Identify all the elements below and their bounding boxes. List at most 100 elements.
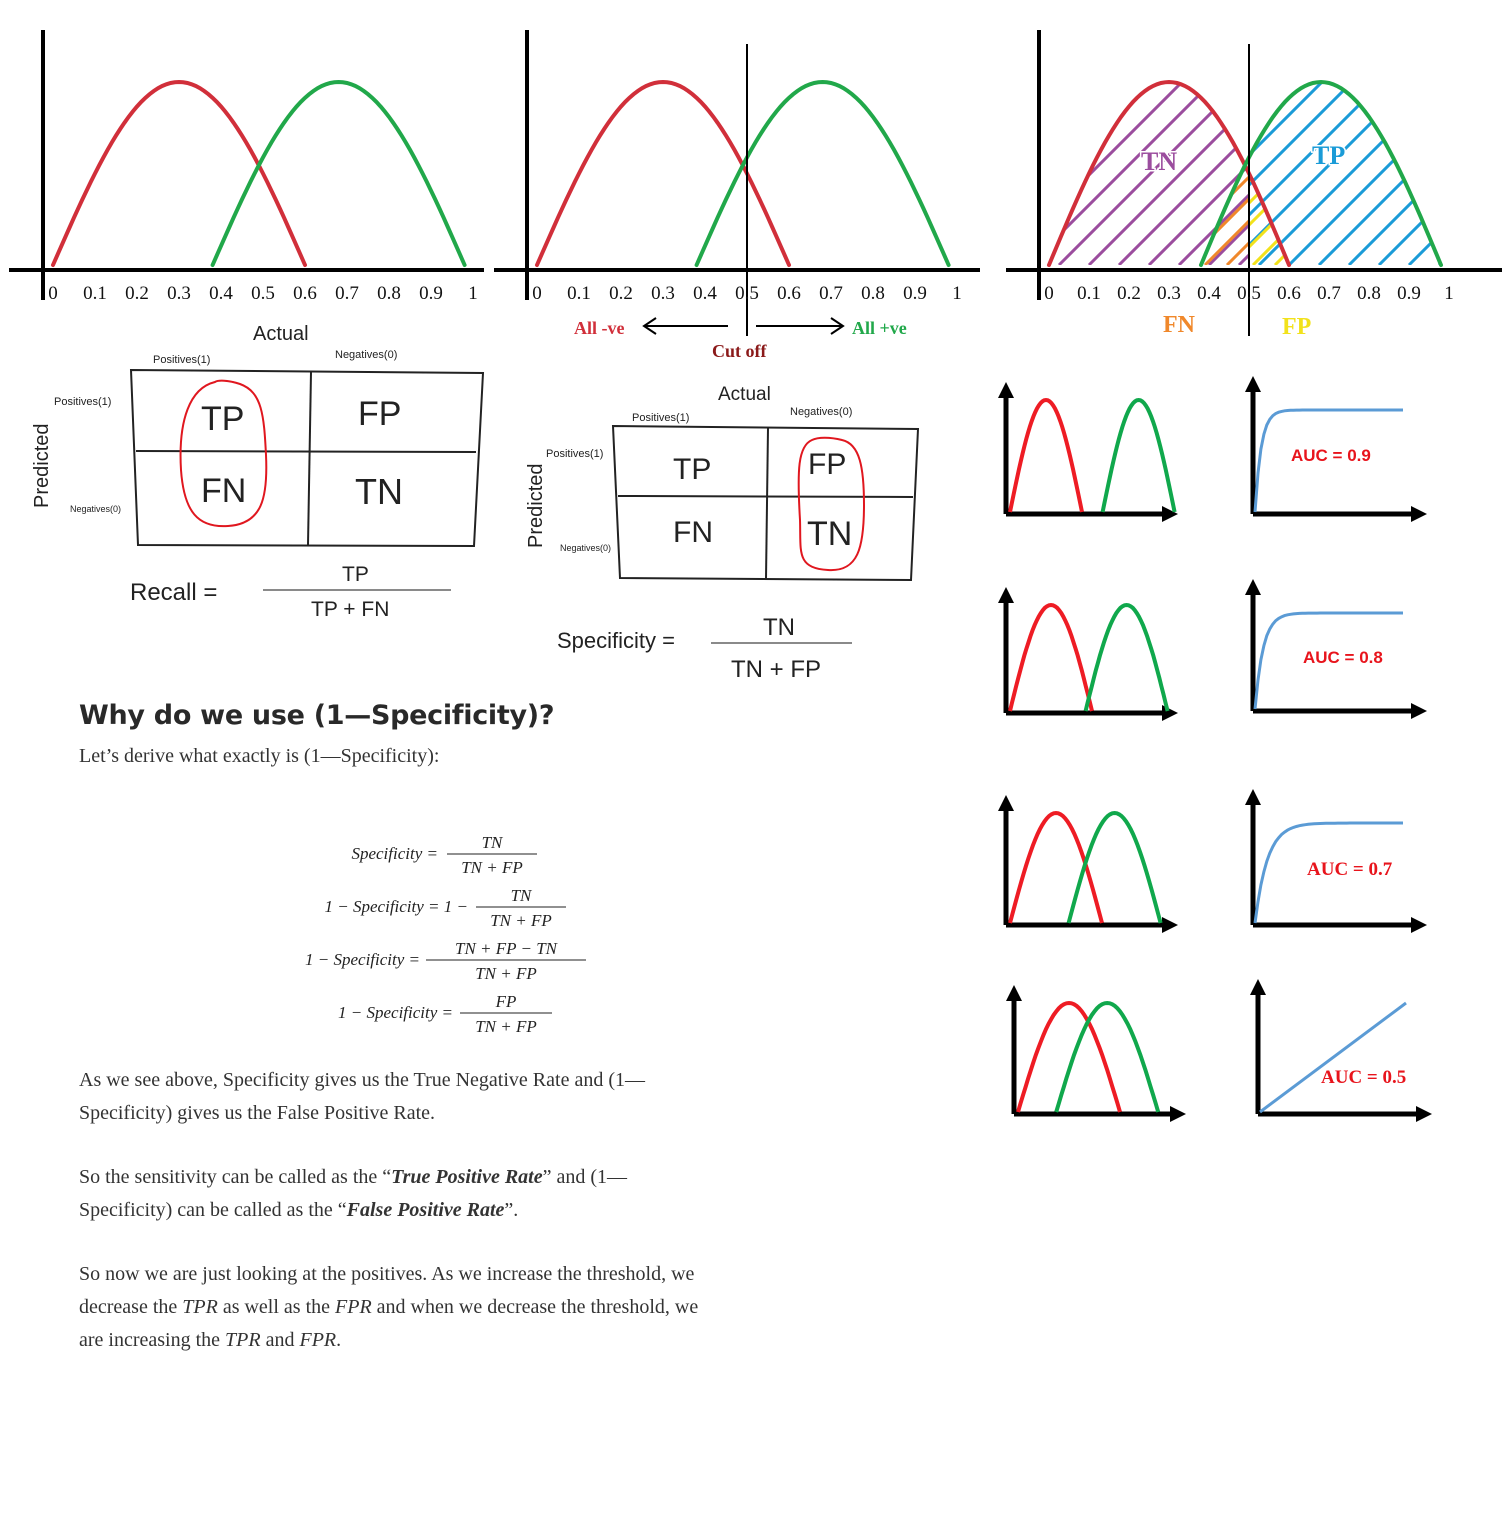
hatch-line [1049,82,1051,265]
positive-class-curve [1066,810,1163,924]
tick-label: 0.2 [125,283,149,304]
row-positives-label: Positives(1) [546,448,603,460]
cutoff-label: Cut off [712,341,767,361]
tick-label: 0.8 [1357,283,1381,304]
roc-curve [1253,408,1403,513]
confusion-matrix-specificity: Actual Positives(1) Negatives(0) Predict… [525,384,920,683]
distribution-x-arrow-icon [1162,705,1178,721]
hatch-line [1249,82,1341,265]
text: So now we are just looking at the positi… [79,1263,695,1285]
tn-hatch-region-lines [1049,82,1249,265]
tick-label: 1 [1444,283,1454,304]
equation-numerator: TN [511,886,533,905]
hatch-line [1437,82,1441,265]
auc-row-2: AUC = 0.8 [998,579,1427,721]
hatch-line [1317,82,1441,265]
hatch-line [1177,82,1249,265]
tick-label: 1 [468,283,478,304]
roc-curve [1253,611,1403,710]
emphasis-tpr: TPR [182,1296,218,1318]
derivation-spacer [79,768,839,1064]
article: Why do we use (1—Specificity)? Let’s der… [79,700,839,1357]
hatch-line [1249,82,1371,265]
auc-label: AUC = 0.7 [1307,859,1393,880]
tick-label: 0.4 [1197,283,1221,304]
positive-class-curve [694,79,951,267]
fn-hatch-region [1201,82,1249,265]
cell-tn: TN [355,471,403,512]
tick-label: 0.8 [861,283,885,304]
text: ” and (1— [542,1166,628,1188]
positive-class-curve [1083,602,1170,712]
row-negatives-label: Negatives(0) [560,543,611,553]
roc-y-arrow-icon [1245,579,1261,595]
tick-label: 0.6 [777,283,801,304]
negative-class-curve [1008,602,1094,712]
roc-y-arrow-icon [1250,979,1266,995]
hatch-line [1249,82,1289,265]
tick-label: 0.4 [693,283,717,304]
hatch-line [1407,82,1441,265]
tick-label: 0.2 [609,283,633,304]
emphasis-fpr: FPR [335,1296,372,1318]
row-negatives-label: Negatives(0) [70,504,121,514]
tick-label: 0.9 [419,283,443,304]
text: . [336,1329,342,1351]
left-arrow-icon [642,317,728,335]
roc-curve [1259,1001,1407,1114]
equation-numerator: TN [482,833,504,852]
hatch-line [1203,82,1249,265]
text: Specificity) gives us the False Positive… [79,1102,436,1124]
text: are increasing the [79,1329,226,1351]
distribution-y-arrow-icon [998,382,1014,398]
recall-numerator: TP [342,563,369,586]
hatch-line [1147,82,1249,265]
derivation-line-1: Specificity = TN TN + FP [351,833,537,877]
text: decrease the [79,1296,183,1318]
text: So the sensitivity can be called as the … [79,1166,392,1188]
column-positives-label: Positives(1) [632,412,689,424]
auc-label: AUC = 0.9 [1291,446,1371,465]
derivation-line-4: 1 − Specificity = FP TN + FP [338,992,552,1036]
fn-hatch-region-lines [1201,82,1249,265]
emphasis-fpr: FPR [299,1329,337,1351]
column-negatives-label: Negatives(0) [335,349,397,361]
cell-fp: FP [808,448,846,481]
tick-label: 0.6 [1277,283,1301,304]
tick-label: 0.5 [735,283,759,304]
tick-label: 0.5 [251,283,275,304]
paragraph-rates: So the sensitivity can be called as the … [79,1161,839,1227]
tick-label: 0.1 [1077,283,1101,304]
equation-lhs: 1 − Specificity = 1 − [325,897,468,916]
text: and [260,1329,300,1351]
equation-denominator: TN + FP [461,858,523,877]
tick-label: 1 [952,283,962,304]
column-positives-label: Positives(1) [153,354,210,366]
predicted-label: Predicted [525,464,547,549]
specificity-numerator: TN [763,614,795,641]
tick-label: 0 [532,283,542,304]
cell-fp: FP [358,395,401,433]
recall-denominator: TP + FN [311,598,389,621]
text: as well as the [217,1296,336,1318]
predicted-label: Predicted [31,424,53,509]
emphasis-tpr: True Positive Rate [391,1166,543,1188]
column-negatives-label: Negatives(0) [790,406,852,418]
specificity-denominator: TN + FP [731,656,821,683]
auc-comparison-grid: AUC = 0.9 AUC = 0.8 AUC = 0.7 AUC = 0.5 [998,376,1432,1122]
tick-label: 0.3 [651,283,675,304]
roc-y-arrow-icon [1245,376,1261,392]
roc-y-arrow-icon [1245,789,1261,805]
distribution-x-arrow-icon [1162,917,1178,933]
tick-label: 0.5 [1237,283,1261,304]
paragraph-true-negative-rate: As we see above, Specificity gives us th… [79,1064,839,1130]
recall-formula-lhs: Recall = [130,579,217,606]
hatch-line [1319,65,1504,265]
roc-x-arrow-icon [1411,703,1427,719]
roc-x-arrow-icon [1411,917,1427,933]
distribution-y-arrow-icon [998,587,1014,603]
equation-denominator: TN + FP [475,1017,537,1036]
tick-label: 0.9 [1397,283,1421,304]
positive-class-curve [210,79,467,267]
